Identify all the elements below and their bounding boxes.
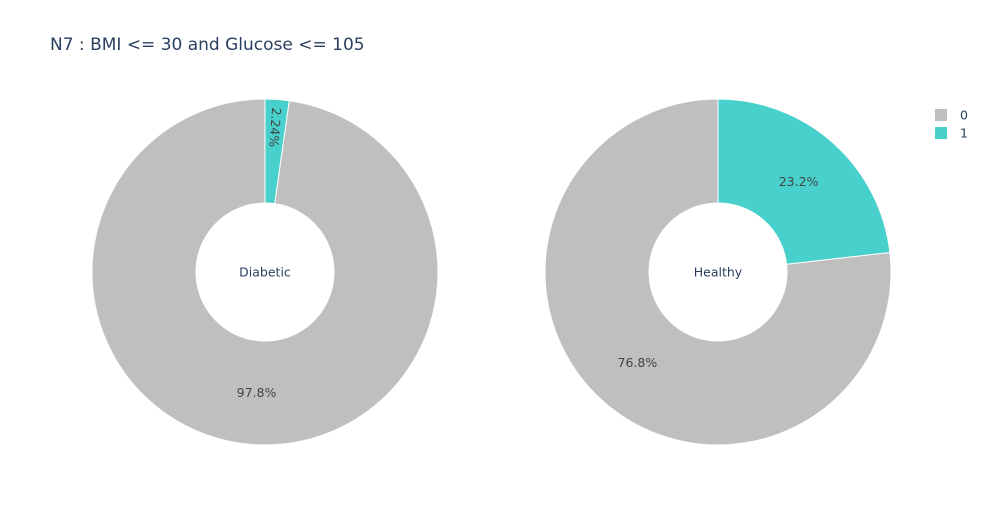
slice-label-healthy-1: 23.2% <box>779 174 819 189</box>
center-label-diabetic: Diabetic <box>239 265 291 280</box>
slice-label-diabetic-0: 97.8% <box>237 385 277 400</box>
slice-label-healthy-0: 76.8% <box>618 355 658 370</box>
slice-label-diabetic-1: 2.24% <box>266 107 284 148</box>
legend-label-0: 0 <box>960 108 968 123</box>
legend-label-1: 1 <box>960 126 968 141</box>
chart-title: N7 : BMI <= 30 and Glucose <= 105 <box>50 35 365 55</box>
slice-healthy-0[interactable] <box>544 98 892 446</box>
slice-healthy-1[interactable] <box>717 98 891 265</box>
donut-chart-diabetic: 97.8% 2.24% Diabetic <box>91 98 439 446</box>
legend-item-0[interactable]: 0 <box>935 108 968 123</box>
legend-swatch-0 <box>935 109 947 121</box>
legend-item-1[interactable]: 1 <box>935 126 968 141</box>
legend: 0 1 <box>935 108 968 141</box>
slice-diabetic-1[interactable] <box>264 98 290 205</box>
slice-diabetic-0[interactable] <box>91 98 439 446</box>
donut-chart-healthy: 76.8% 23.2% Healthy <box>544 98 892 446</box>
center-label-healthy: Healthy <box>694 265 743 280</box>
legend-swatch-1 <box>935 127 947 139</box>
